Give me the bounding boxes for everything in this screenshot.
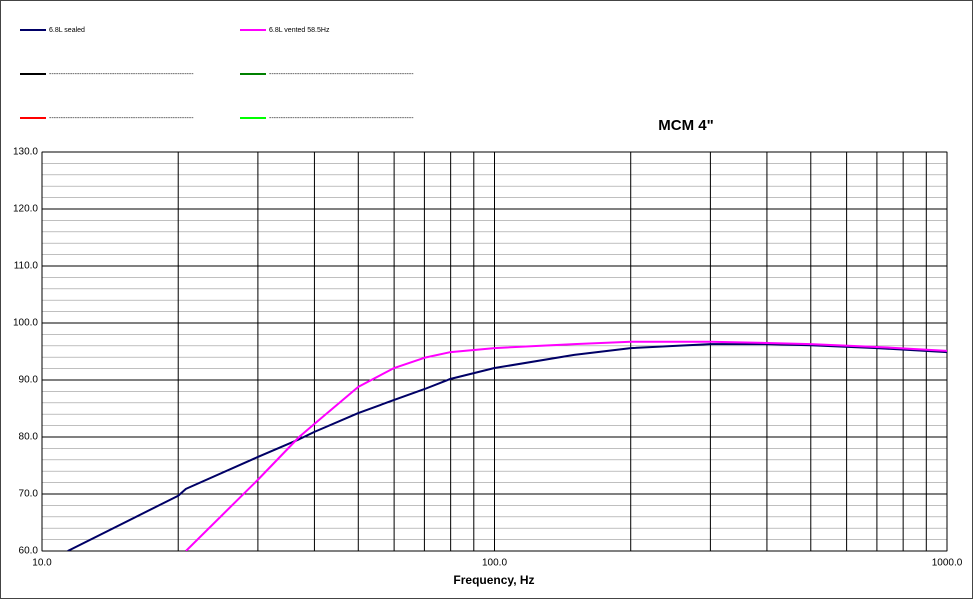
legend-label: ----------------------------------------… — [269, 71, 414, 78]
y-tick-label: 70.0 — [19, 489, 39, 500]
y-tick-label: 130.0 — [13, 147, 38, 158]
series-line — [185, 340, 947, 551]
x-tick-label: 1000.0 — [932, 558, 963, 569]
legend-label: ----------------------------------------… — [49, 71, 194, 78]
x-tick-label: 100.0 — [482, 558, 507, 569]
y-tick-label: 60.0 — [19, 546, 39, 557]
y-tick-label: 110.0 — [14, 261, 39, 272]
y-tick-label: 80.0 — [19, 432, 39, 443]
legend-label: 6.8L sealed — [49, 27, 85, 34]
y-tick-label: 120.0 — [13, 204, 38, 215]
chart-title: MCM 4" — [658, 117, 713, 134]
legend-label: 6.8L vented 58.5Hz — [269, 27, 330, 34]
x-axis-label: Frequency, Hz — [453, 573, 534, 587]
series-line — [67, 343, 947, 551]
legend-label: ----------------------------------------… — [269, 115, 414, 122]
y-tick-label: 90.0 — [19, 375, 39, 386]
legend-label: ----------------------------------------… — [49, 115, 194, 122]
y-tick-label: 100.0 — [13, 318, 38, 329]
x-tick-label: 10.0 — [32, 558, 52, 569]
